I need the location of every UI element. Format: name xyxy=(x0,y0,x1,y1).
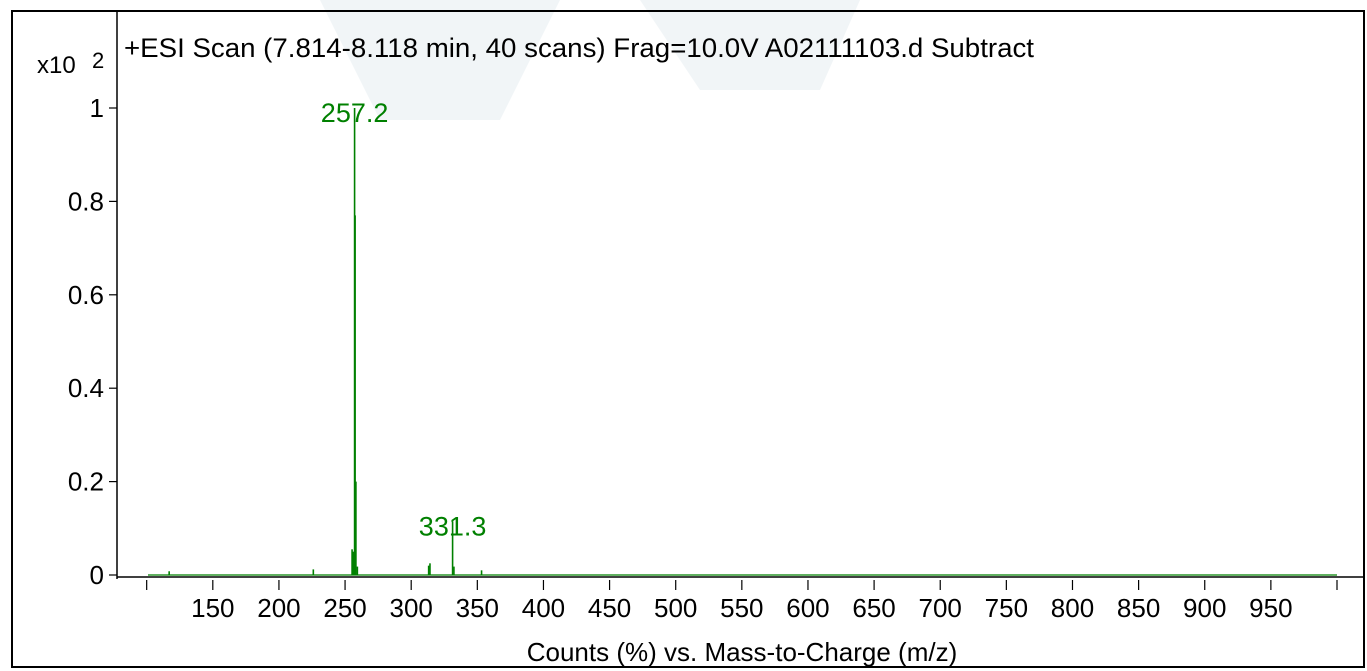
x-tick-label: 300 xyxy=(389,593,432,623)
x-tick-label: 900 xyxy=(1183,593,1226,623)
y-axis-multiplier: x10 xyxy=(37,52,76,79)
y-tick-label: 0 xyxy=(90,560,104,590)
x-tick-label: 250 xyxy=(323,593,366,623)
axes-layer: 0 0.2 0.4 0.6 0.8 1 150 200 250 300 350 400 450 500 55… xyxy=(68,11,1365,623)
x-tick-label: 750 xyxy=(985,593,1028,623)
x-axis-label: Counts (%) vs. Mass-to-Charge (m/z) xyxy=(527,637,958,667)
chart-frame xyxy=(11,10,1365,668)
x-tick-label: 800 xyxy=(1051,593,1094,623)
y-tick-label: 0.8 xyxy=(68,186,104,216)
x-tick-label: 650 xyxy=(852,593,895,623)
y-axis-multiplier-exponent: 2 xyxy=(92,48,104,73)
chart-title: +ESI Scan (7.814-8.118 min, 40 scans) Fr… xyxy=(124,33,1035,63)
peak-annotation-label: 331.3 xyxy=(419,511,487,541)
x-tick-label: 400 xyxy=(522,593,565,623)
peak-annotation-label: 257.2 xyxy=(321,98,389,128)
x-tick-label: 450 xyxy=(588,593,631,623)
label-layer: +ESI Scan (7.814-8.118 min, 40 scans) Fr… xyxy=(37,33,1035,667)
y-tick-label: 1 xyxy=(90,93,104,123)
y-tick-label: 0.2 xyxy=(68,467,104,497)
x-tick-label: 950 xyxy=(1249,593,1292,623)
x-tick-label: 550 xyxy=(720,593,763,623)
x-tick-label: 150 xyxy=(191,593,234,623)
x-tick-label: 200 xyxy=(257,593,300,623)
x-tick-label: 600 xyxy=(786,593,829,623)
x-tick-label: 850 xyxy=(1117,593,1160,623)
x-tick-label: 500 xyxy=(654,593,697,623)
y-tick-label: 0.4 xyxy=(68,373,104,403)
series-layer xyxy=(148,108,1337,576)
x-tick-label: 700 xyxy=(919,593,962,623)
y-tick-label: 0.6 xyxy=(68,280,104,310)
x-tick-label: 350 xyxy=(456,593,499,623)
